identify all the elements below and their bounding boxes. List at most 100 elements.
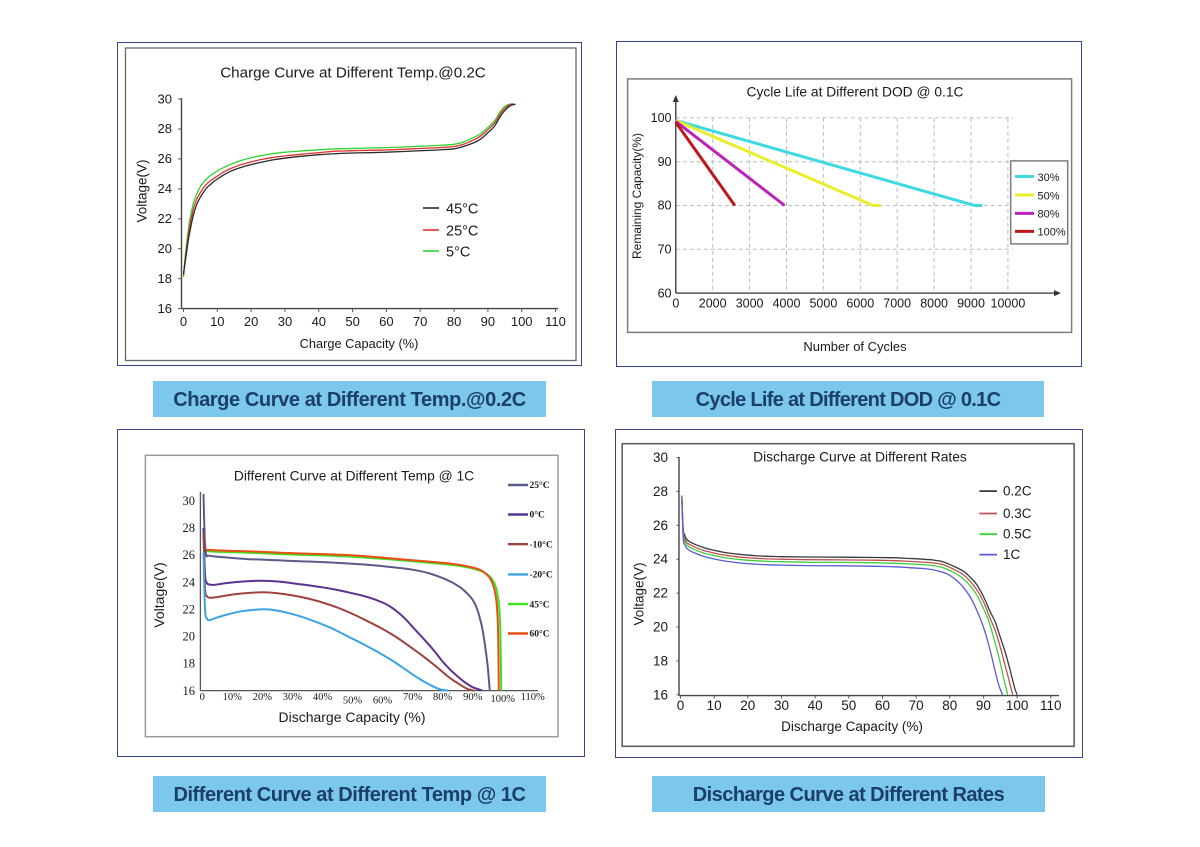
- svg-text:10: 10: [707, 698, 722, 713]
- svg-text:24: 24: [158, 181, 172, 196]
- svg-text:30: 30: [183, 494, 196, 508]
- svg-text:3000: 3000: [736, 297, 764, 311]
- svg-text:28: 28: [183, 521, 196, 535]
- svg-text:8000: 8000: [920, 297, 948, 311]
- svg-text:2000: 2000: [699, 297, 727, 311]
- svg-text:0: 0: [677, 698, 685, 713]
- svg-text:80%: 80%: [1038, 209, 1060, 221]
- svg-text:25°C: 25°C: [530, 480, 550, 491]
- svg-text:26: 26: [183, 548, 196, 562]
- svg-text:9000: 9000: [957, 297, 985, 311]
- svg-text:Charge Curve at Different Temp: Charge Curve at Different Temp.@0.2C: [220, 65, 486, 82]
- svg-text:0.2C: 0.2C: [1003, 484, 1032, 499]
- svg-text:80%: 80%: [433, 692, 453, 703]
- svg-text:60: 60: [658, 286, 672, 300]
- svg-text:Charge Capacity (%): Charge Capacity (%): [300, 336, 419, 351]
- svg-text:0: 0: [180, 314, 187, 329]
- svg-text:5000: 5000: [809, 297, 837, 311]
- svg-text:70: 70: [413, 314, 427, 329]
- svg-text:30: 30: [653, 450, 668, 465]
- svg-text:20: 20: [653, 620, 668, 635]
- svg-text:Discharge Capacity (%): Discharge Capacity (%): [781, 719, 923, 734]
- svg-text:20%: 20%: [253, 692, 273, 703]
- svg-text:100: 100: [651, 111, 672, 125]
- svg-text:90: 90: [976, 698, 991, 713]
- svg-text:20: 20: [740, 698, 755, 713]
- svg-text:Discharge Curve at Different R: Discharge Curve at Different Rates: [753, 450, 967, 465]
- svg-text:24: 24: [653, 552, 669, 567]
- svg-text:110: 110: [545, 314, 566, 329]
- svg-text:20: 20: [244, 314, 258, 329]
- svg-text:30: 30: [774, 698, 789, 713]
- svg-text:22: 22: [183, 603, 196, 617]
- svg-text:40: 40: [312, 314, 326, 329]
- svg-text:28: 28: [158, 121, 172, 136]
- svg-text:10%: 10%: [223, 692, 243, 703]
- svg-text:90: 90: [658, 155, 672, 169]
- svg-text:6000: 6000: [846, 297, 874, 311]
- svg-text:50%: 50%: [343, 696, 363, 707]
- svg-text:16: 16: [653, 687, 668, 702]
- svg-text:30%: 30%: [283, 692, 303, 703]
- svg-text:10: 10: [210, 314, 224, 329]
- svg-text:45°C: 45°C: [530, 599, 550, 610]
- svg-text:30: 30: [278, 314, 292, 329]
- svg-text:45°C: 45°C: [446, 202, 478, 218]
- svg-text:90: 90: [481, 314, 495, 329]
- svg-text:7000: 7000: [883, 297, 911, 311]
- svg-text:40%: 40%: [313, 692, 333, 703]
- svg-text:Voltage(V): Voltage(V): [632, 562, 647, 625]
- svg-text:-20°C: -20°C: [530, 570, 553, 581]
- svg-text:70: 70: [658, 243, 672, 257]
- svg-text:10000: 10000: [991, 297, 1026, 311]
- svg-text:0: 0: [672, 297, 679, 311]
- svg-text:26: 26: [158, 151, 172, 166]
- svg-text:18: 18: [183, 657, 196, 671]
- svg-text:22: 22: [158, 211, 172, 226]
- svg-text:4000: 4000: [773, 297, 801, 311]
- svg-text:16: 16: [158, 301, 172, 316]
- svg-text:100: 100: [511, 314, 533, 329]
- svg-text:25°C: 25°C: [446, 224, 478, 240]
- svg-text:30%: 30%: [1038, 172, 1060, 184]
- svg-text:Number of Cycles: Number of Cycles: [803, 339, 907, 354]
- svg-text:70: 70: [909, 698, 924, 713]
- svg-text:40: 40: [808, 698, 823, 713]
- svg-text:20: 20: [158, 241, 172, 256]
- svg-text:60°C: 60°C: [530, 629, 550, 640]
- svg-text:Voltage(V): Voltage(V): [135, 159, 150, 222]
- svg-text:20: 20: [183, 630, 196, 644]
- svg-text:60%: 60%: [373, 696, 393, 707]
- svg-text:100%: 100%: [1038, 227, 1066, 239]
- svg-text:80: 80: [942, 698, 957, 713]
- svg-text:26: 26: [653, 518, 668, 533]
- svg-text:70%: 70%: [403, 692, 423, 703]
- svg-text:50: 50: [841, 698, 856, 713]
- svg-text:0: 0: [200, 692, 205, 703]
- svg-text:100: 100: [1006, 698, 1029, 713]
- svg-text:60: 60: [875, 698, 890, 713]
- svg-text:Discharge Capacity (%): Discharge Capacity (%): [278, 709, 425, 725]
- svg-text:28: 28: [653, 484, 668, 499]
- svg-text:Different Curve at Different T: Different Curve at Different Temp @ 1C: [234, 469, 474, 484]
- svg-text:1C: 1C: [1003, 547, 1021, 562]
- svg-text:110: 110: [1040, 698, 1062, 713]
- svg-text:30: 30: [158, 91, 172, 106]
- svg-text:0.3C: 0.3C: [1003, 506, 1032, 521]
- svg-text:100%: 100%: [490, 694, 515, 705]
- svg-text:0°C: 0°C: [530, 510, 546, 521]
- svg-text:-10°C: -10°C: [530, 539, 553, 550]
- svg-text:50%: 50%: [1038, 190, 1060, 202]
- svg-text:0.5C: 0.5C: [1003, 527, 1032, 542]
- svg-text:18: 18: [653, 653, 668, 668]
- svg-text:24: 24: [183, 575, 196, 589]
- svg-text:80: 80: [658, 199, 672, 213]
- svg-text:18: 18: [158, 271, 172, 286]
- svg-text:5°C: 5°C: [446, 245, 470, 261]
- svg-text:80: 80: [447, 314, 461, 329]
- svg-text:16: 16: [183, 684, 196, 698]
- svg-text:Cycle Life at Different DOD @: Cycle Life at Different DOD @ 0.1C: [747, 85, 964, 100]
- svg-text:90%: 90%: [463, 692, 483, 703]
- svg-text:50: 50: [345, 314, 359, 329]
- svg-text:Remaining Capacity(%): Remaining Capacity(%): [630, 133, 644, 259]
